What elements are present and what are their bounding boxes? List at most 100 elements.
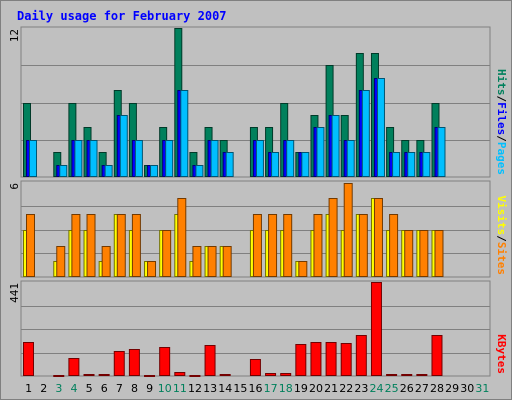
x-tick-label-day-14: 14 — [218, 382, 232, 395]
x-tick-label-day-18: 18 — [279, 382, 293, 395]
x-tick-label-day-22: 22 — [339, 382, 353, 395]
legend-hits-files-pages: Hits/Files/Pages — [495, 69, 508, 175]
bar-pages-day-25 — [392, 152, 401, 177]
bar-pages-day-28 — [437, 127, 446, 177]
bar-kbytes-day-4 — [68, 358, 80, 376]
bar-pages-day-8 — [134, 140, 143, 177]
bar-sites-day-24 — [373, 198, 383, 277]
legend-separator: / — [495, 135, 508, 142]
x-axis-labels: 1 2 3 4 5 6 7 8 9 10 11 12 13 14 15 16 17 18 19 20 21 22 23 24 2… — [25, 382, 489, 395]
x-tick-label-day-17: 17 — [264, 382, 278, 395]
bar-pages-day-11 — [180, 90, 189, 177]
bar-sites-day-18 — [283, 214, 293, 277]
legend-text: Visits/Sites — [495, 196, 508, 276]
x-tick-label-day-28: 28 — [430, 382, 444, 395]
x-tick-label-day-7: 7 — [116, 382, 123, 395]
legend-item-visits: Visits — [495, 196, 508, 236]
legend-item-sites: Sites — [495, 242, 508, 275]
bar-pages-day-17 — [271, 152, 280, 177]
x-tick-label-day-4: 4 — [70, 382, 77, 395]
x-tick-label-day-26: 26 — [400, 382, 414, 395]
bar-pages-day-3 — [59, 165, 68, 177]
legend-text: Hits/Files/Pages — [495, 69, 508, 175]
bar-pages-day-20 — [316, 127, 325, 177]
chart-title: Daily usage for February 2007 — [17, 9, 227, 23]
bar-sites-day-6 — [101, 246, 111, 277]
bar-kbytes-day-20 — [310, 342, 322, 376]
legend-item-kbytes: KBytes — [495, 334, 508, 374]
x-tick-label-day-11: 11 — [173, 382, 187, 395]
bar-pages-day-19 — [301, 152, 310, 177]
bar-kbytes-day-9 — [144, 375, 156, 377]
bar-sites-day-25 — [389, 214, 399, 277]
x-tick-label-day-21: 21 — [324, 382, 338, 395]
bar-kbytes-day-14 — [219, 374, 231, 376]
bar-pages-day-12 — [195, 165, 204, 177]
bar-kbytes-day-23 — [355, 335, 367, 376]
y-max-label: 441 — [8, 283, 21, 303]
bar-pages-day-27 — [422, 152, 431, 177]
x-tick-label-day-10: 10 — [158, 382, 172, 395]
panel-kbytes: 441 KBytes — [8, 280, 508, 377]
bar-kbytes-day-6 — [98, 374, 110, 376]
bar-sites-day-7 — [116, 214, 126, 277]
bar-pages-day-10 — [165, 140, 174, 177]
bar-kbytes-day-27 — [416, 374, 428, 376]
bar-pages-day-18 — [286, 140, 295, 177]
bar-pages-day-13 — [210, 140, 219, 177]
bar-sites-day-13 — [207, 246, 217, 277]
legend-separator: / — [495, 235, 508, 242]
bar-kbytes-day-24 — [370, 282, 382, 376]
x-tick-label-day-3: 3 — [55, 382, 62, 395]
x-tick-label-day-29: 29 — [445, 382, 459, 395]
bar-pages-day-9 — [150, 165, 159, 177]
x-tick-label-day-23: 23 — [354, 382, 368, 395]
legend-item-pages: Pages — [495, 142, 508, 175]
legend-kbytes: KBytes — [495, 334, 508, 374]
bar-kbytes-day-28 — [431, 335, 443, 376]
bar-sites-day-3 — [56, 246, 66, 277]
bar-kbytes-day-12 — [189, 375, 201, 377]
bar-kbytes-day-11 — [174, 372, 186, 376]
bar-kbytes-day-22 — [340, 343, 352, 376]
x-tick-label-day-12: 12 — [188, 382, 202, 395]
bar-pages-day-6 — [104, 165, 113, 177]
bar-kbytes-day-10 — [159, 347, 171, 376]
bar-pages-day-16 — [255, 140, 264, 177]
x-tick-label-day-13: 13 — [203, 382, 217, 395]
x-tick-label-day-16: 16 — [249, 382, 263, 395]
bar-sites-day-21 — [328, 198, 338, 277]
panel-visits-sites: 6 Visits/Sites — [8, 180, 508, 278]
bar-pages-day-5 — [89, 140, 98, 177]
bar-kbytes-day-21 — [325, 342, 337, 376]
x-tick-label-day-27: 27 — [415, 382, 429, 395]
x-tick-label-day-19: 19 — [294, 382, 308, 395]
bar-sites-day-4 — [71, 214, 81, 277]
bar-pages-day-22 — [346, 140, 355, 177]
x-tick-label-day-25: 25 — [385, 382, 399, 395]
bar-pages-day-23 — [361, 90, 370, 177]
bar-sites-day-20 — [313, 214, 323, 277]
bar-pages-day-7 — [119, 115, 128, 177]
legend-item-files: Files — [495, 102, 508, 135]
bar-kbytes-day-19 — [295, 344, 307, 376]
x-tick-label-day-1: 1 — [25, 382, 32, 395]
bar-sites-day-27 — [419, 230, 429, 277]
bar-kbytes-day-5 — [83, 374, 95, 376]
bar-pages-day-26 — [407, 152, 416, 177]
legend-text: KBytes — [495, 334, 508, 374]
bar-sites-day-16 — [252, 214, 262, 277]
bar-sites-day-1 — [26, 214, 35, 277]
x-tick-label-day-8: 8 — [131, 382, 138, 395]
bar-sites-day-9 — [147, 261, 157, 277]
legend-visits-sites: Visits/Sites — [495, 196, 508, 276]
bar-sites-day-26 — [404, 230, 414, 277]
bar-sites-day-8 — [131, 214, 141, 277]
bar-kbytes-day-8 — [128, 349, 140, 376]
bar-kbytes-day-7 — [113, 351, 125, 376]
bar-sites-day-10 — [162, 230, 172, 277]
bar-sites-day-14 — [222, 246, 232, 277]
bar-kbytes-day-13 — [204, 345, 216, 376]
